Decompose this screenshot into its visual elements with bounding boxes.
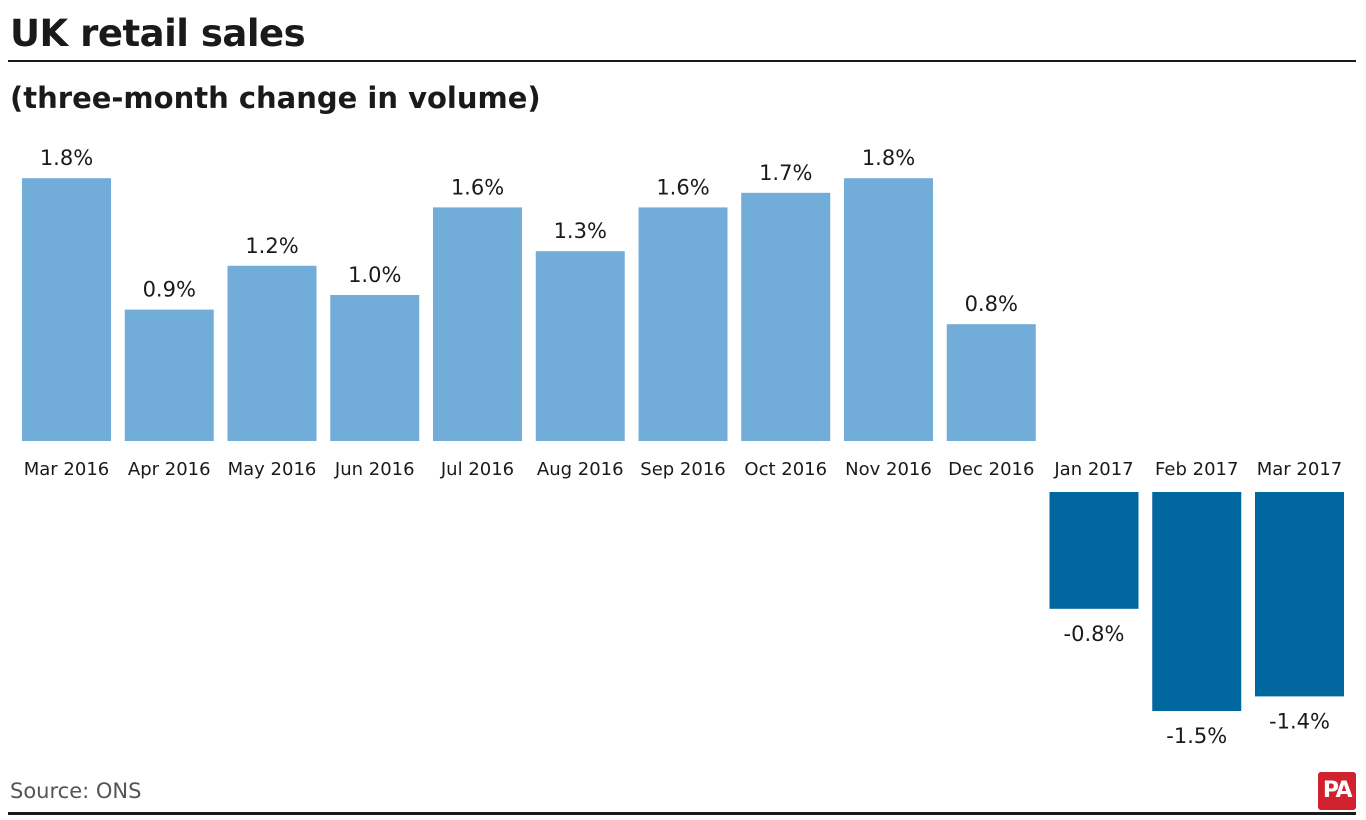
category-label: May 2016 [228, 459, 317, 480]
category-label: Jul 2016 [440, 459, 514, 480]
bar [124, 309, 214, 441]
category-label: Dec 2016 [948, 459, 1034, 480]
category-label: Feb 2017 [1155, 459, 1238, 480]
value-label: 1.7% [759, 161, 812, 185]
value-label: 0.8% [965, 292, 1018, 316]
chart-subtitle: (three-month change in volume) [10, 81, 541, 115]
value-label: 1.6% [451, 175, 504, 199]
value-label: 1.0% [348, 263, 401, 287]
bar [946, 324, 1036, 441]
value-label: -1.4% [1269, 709, 1330, 733]
source-note: Source: ONS [10, 779, 142, 803]
category-label: Nov 2016 [845, 459, 932, 480]
category-label: Mar 2016 [24, 459, 110, 480]
chart-title: UK retail sales [10, 12, 306, 55]
category-label: Mar 2017 [1257, 459, 1343, 480]
value-label: -0.8% [1064, 622, 1125, 646]
value-label: 1.6% [656, 175, 709, 199]
value-label: 1.3% [554, 219, 607, 243]
bar [227, 265, 317, 441]
bar [1049, 492, 1139, 609]
category-label: Sep 2016 [640, 459, 725, 480]
bar [433, 207, 522, 441]
value-label: 1.8% [40, 146, 93, 170]
category-label: Jan 2017 [1053, 459, 1133, 480]
category-label: Apr 2016 [128, 459, 211, 480]
value-label: 1.2% [245, 234, 298, 258]
category-label: Oct 2016 [744, 459, 827, 480]
bar [1152, 492, 1242, 711]
bar [1255, 492, 1344, 697]
bar [844, 178, 933, 441]
pa-logo: PA [1318, 772, 1356, 810]
value-label: 0.9% [143, 278, 196, 302]
footer-divider [8, 812, 1356, 815]
title-divider [8, 60, 1356, 62]
bar [22, 178, 111, 441]
bar [330, 295, 420, 441]
value-label: 1.8% [862, 146, 915, 170]
bar [535, 251, 625, 441]
bar [741, 192, 831, 441]
category-label: Aug 2016 [537, 459, 624, 480]
bar [638, 207, 728, 441]
category-label: Jun 2016 [334, 459, 415, 480]
value-label: -1.5% [1166, 724, 1227, 748]
